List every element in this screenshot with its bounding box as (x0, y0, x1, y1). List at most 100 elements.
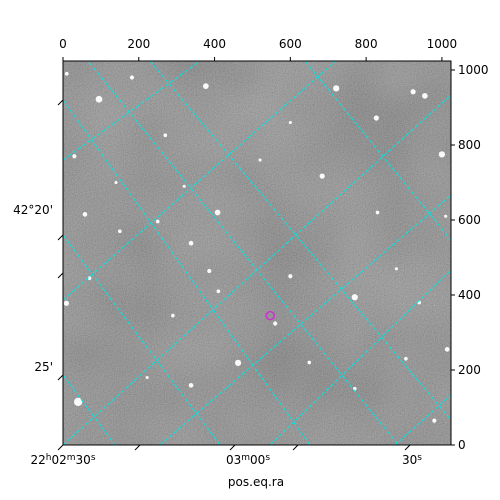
star-point (258, 158, 262, 162)
top-tick-label: 200 (127, 37, 150, 51)
grid-line (63, 61, 201, 161)
star-point (202, 83, 209, 89)
target-marker-layer (265, 310, 276, 321)
star-point (63, 300, 70, 306)
ra-unit-sup: h (46, 453, 52, 463)
grid-line (63, 61, 337, 301)
star-point (404, 356, 408, 361)
star-point (288, 274, 293, 279)
target-marker (265, 310, 276, 321)
star-point (438, 151, 446, 158)
sky-noise (63, 61, 451, 445)
star-point (375, 210, 380, 215)
ra-value: 03 (226, 453, 241, 467)
dec-tick-mark (57, 99, 64, 106)
right-pixel-axis: 0 200 400 600 800 1000 (451, 63, 489, 452)
ra-unit-sup: m (67, 453, 76, 463)
star-point (333, 85, 340, 92)
top-tick-label: 800 (355, 37, 378, 51)
top-tick-label: 1000 (427, 37, 458, 51)
star-point (216, 289, 221, 294)
star-point (444, 347, 450, 352)
star-point (188, 240, 194, 246)
star-point (288, 120, 292, 125)
dec-tick-mark (57, 272, 64, 279)
star-point (64, 71, 69, 76)
dec-tick-mark (57, 234, 64, 241)
ra-value: 30 (402, 453, 417, 467)
star-point (171, 313, 175, 318)
dec-tick-mark (57, 374, 64, 381)
star-point (182, 184, 186, 188)
star-point (207, 268, 212, 274)
x-axis-title: pos.eq.ra (228, 475, 284, 489)
grid-line (63, 94, 451, 445)
star-point (114, 180, 118, 185)
star-point (214, 209, 221, 216)
coordinate-grid (63, 61, 451, 445)
ra-tick-label: 30s (402, 453, 422, 467)
ra-tick-mark (292, 444, 299, 451)
right-tick-label: 800 (458, 138, 481, 152)
right-tick-label: 1000 (458, 63, 489, 77)
grid-line (63, 99, 311, 445)
right-tick-label: 400 (458, 288, 481, 302)
ra-tick-mark (404, 444, 411, 451)
ra-unit-sup: s (265, 453, 270, 463)
star-point (421, 93, 428, 99)
ra-unit-sup: m (241, 453, 250, 463)
star-point (95, 95, 103, 103)
star-point (73, 397, 83, 407)
ra-tick-mark (57, 444, 64, 451)
top-tick-label: 0 (59, 37, 67, 51)
ra-value: 02 (51, 453, 66, 467)
top-tick-label: 400 (203, 37, 226, 51)
star-point (373, 115, 379, 121)
star-point (319, 173, 325, 179)
ra-value: 00 (250, 453, 265, 467)
ra-axis: 22h02m30s 03m00s 30s (30, 444, 422, 467)
grid-line (63, 374, 116, 445)
star-point (273, 321, 278, 326)
right-tick-label: 0 (458, 438, 466, 452)
star-point (87, 276, 92, 280)
dec-tick-label: 42°20' (13, 203, 53, 217)
right-tick-label: 600 (458, 213, 481, 227)
grid-line (149, 61, 451, 421)
grid-line (304, 61, 451, 241)
right-tick-label: 200 (458, 363, 481, 377)
star-point (410, 89, 416, 95)
star-point (163, 133, 168, 138)
ra-unit-sup: s (417, 453, 422, 463)
star-point (72, 154, 77, 159)
ra-tick-mark (229, 444, 236, 451)
ra-value: 22 (30, 453, 45, 467)
star-point (234, 359, 242, 366)
ra-tick-label: 22h02m30s (30, 453, 95, 467)
star-point (155, 219, 160, 224)
top-pixel-axis: 0 200 400 600 800 1000 (59, 37, 457, 61)
dec-tick-label: 25' (34, 360, 53, 374)
star-point (129, 75, 135, 80)
star-point (394, 267, 398, 271)
grid-line (159, 194, 451, 445)
star-point (444, 214, 448, 218)
stars-layer (63, 71, 450, 423)
ra-value: 30 (76, 453, 91, 467)
ra-tick-mark (134, 444, 141, 451)
image-panel (63, 61, 451, 445)
ra-tick-label: 03m00s (226, 453, 270, 467)
star-point (188, 383, 194, 388)
grid-line (394, 394, 451, 445)
star-point (432, 418, 437, 423)
star-point (351, 294, 358, 301)
plot-frame (62, 60, 452, 446)
star-point (145, 375, 149, 380)
star-point (118, 229, 122, 234)
grid-line (63, 234, 221, 445)
star-point (307, 360, 312, 365)
dec-axis: 42°20' 25' (13, 99, 64, 381)
ra-unit-sup: s (91, 453, 96, 463)
top-tick-label: 600 (279, 37, 302, 51)
